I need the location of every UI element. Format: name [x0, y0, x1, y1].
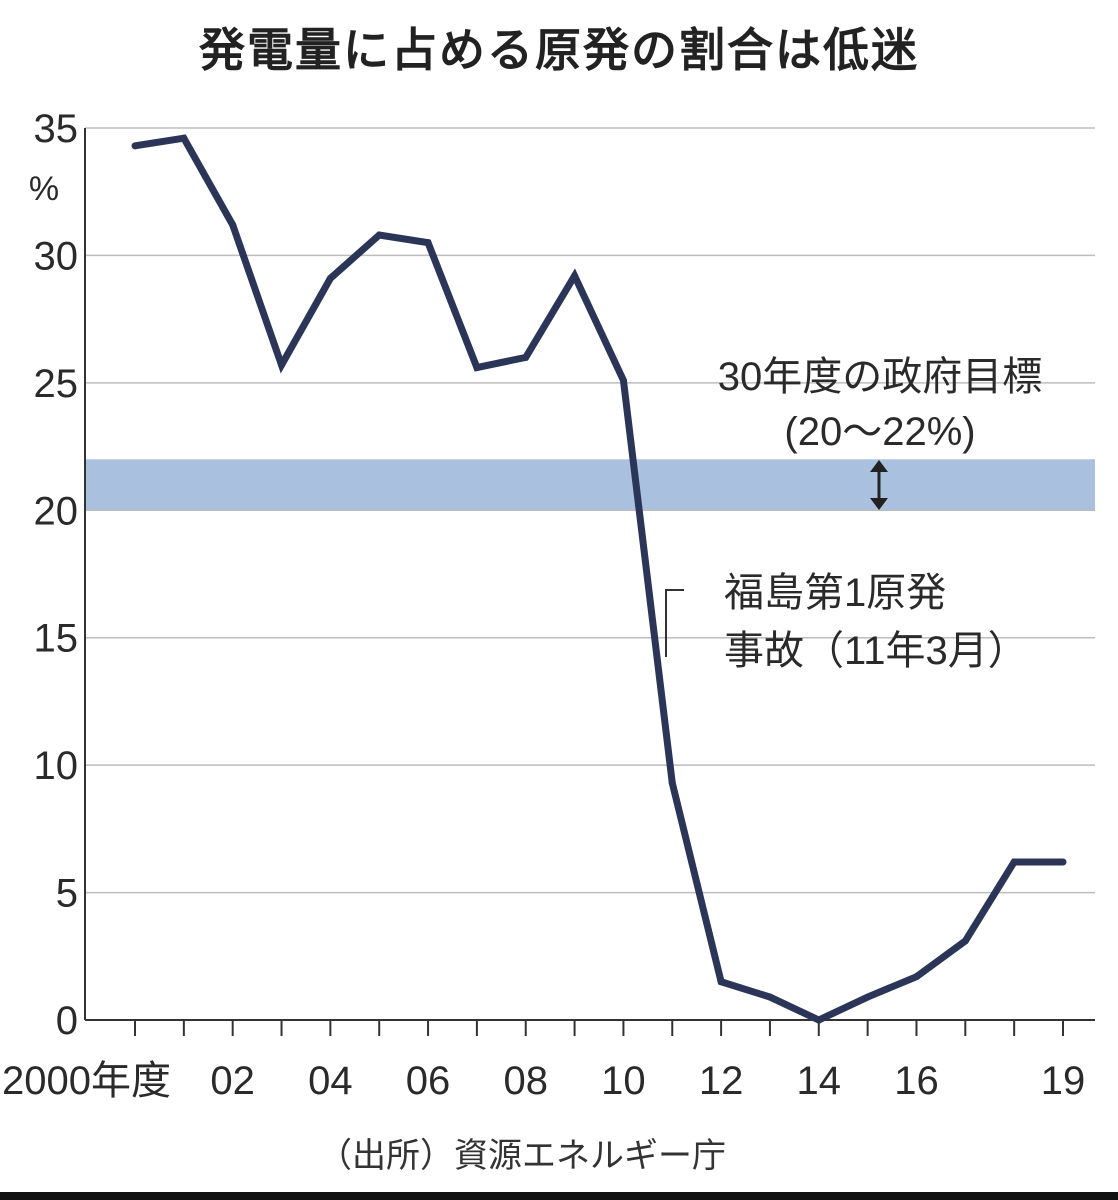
target-range-arrow-icon [870, 460, 888, 510]
data-point [180, 134, 188, 142]
x-tick-label: 10 [601, 1059, 646, 1103]
data-point [766, 993, 774, 1001]
x-tick-label: 12 [699, 1059, 744, 1103]
x-tick-label: 14 [797, 1059, 842, 1103]
data-point [864, 993, 872, 1001]
fukushima-leader-line [665, 589, 684, 657]
bottom-border [0, 1192, 1118, 1200]
chart-title: 発電量に占める原発の割合は低迷 [199, 23, 919, 77]
data-point [131, 142, 139, 150]
y-tick-label: 25 [34, 362, 79, 406]
y-tick-label: 20 [34, 489, 79, 533]
x-tick-label: 16 [894, 1059, 939, 1103]
source-note: （出所）資源エネルギー庁 [318, 1136, 726, 1176]
x-tick-label: 04 [308, 1059, 353, 1103]
data-point [473, 364, 481, 372]
fukushima-annotation-line1: 福島第1原発 [724, 571, 946, 615]
x-tick-label: 2000年度 [2, 1059, 171, 1103]
y-tick-label: 10 [34, 744, 79, 788]
y-tick-label: 30 [34, 234, 79, 278]
data-point [668, 779, 676, 787]
y-tick-label: 5 [56, 872, 78, 916]
fukushima-annotation-line2: 事故（11年3月） [724, 629, 1028, 673]
data-point [961, 937, 969, 945]
data-point [619, 376, 627, 384]
data-point [278, 361, 286, 369]
data-point [424, 239, 432, 247]
x-tick-label: 02 [210, 1059, 255, 1103]
y-tick-label: 15 [34, 617, 79, 661]
data-point [326, 274, 334, 282]
data-point [912, 973, 920, 981]
data-point [815, 1016, 823, 1024]
data-point [1010, 858, 1018, 866]
data-point [717, 978, 725, 986]
target-annotation-line2: (20～22%) [784, 410, 975, 454]
target-annotation-line1: 30年度の政府目標 [718, 355, 1043, 399]
target-range-band [85, 459, 1095, 511]
data-point [1059, 858, 1067, 866]
y-unit-label: % [29, 170, 59, 208]
series-line [134, 134, 1063, 1024]
y-tick-label: 0 [56, 999, 78, 1043]
data-point [229, 221, 237, 229]
x-tick-label: 19 [1041, 1059, 1086, 1103]
data-point [522, 353, 530, 361]
x-tick-label: 08 [503, 1059, 548, 1103]
x-tick-label: 06 [406, 1059, 451, 1103]
y-tick-label: 35 [34, 107, 79, 151]
data-point [571, 272, 579, 280]
data-point [375, 231, 383, 239]
line-chart: 0 5 10 15 20 25 30 35 2000年度 02 04 06 08 10 12 14 16 19 %… [2, 107, 1095, 1103]
